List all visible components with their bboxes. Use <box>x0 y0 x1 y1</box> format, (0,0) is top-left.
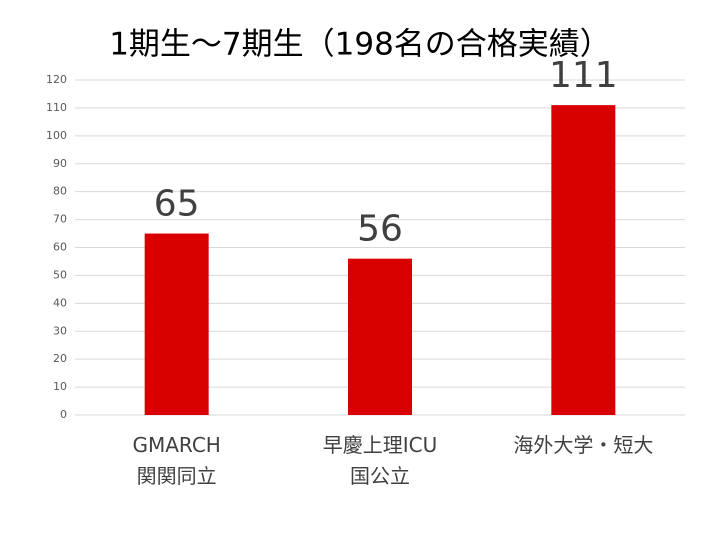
y-tick-label: 70 <box>53 213 67 226</box>
y-tick-label: 40 <box>53 296 67 309</box>
y-tick-label: 60 <box>53 241 67 254</box>
y-tick-label: 50 <box>53 268 67 281</box>
y-tick-label: 110 <box>46 101 67 114</box>
x-tick-label: 海外大学・短大 <box>513 433 654 457</box>
y-tick-label: 20 <box>53 352 67 365</box>
y-tick-label: 30 <box>53 324 67 337</box>
chart-title: 1期生～7期生（198名の合格実績） <box>109 27 611 63</box>
y-tick-label: 100 <box>46 129 67 142</box>
value-label: 111 <box>549 55 618 96</box>
bar <box>144 233 209 415</box>
y-tick-label: 80 <box>53 185 67 198</box>
y-tick-label: 10 <box>53 380 67 393</box>
y-tick-label: 120 <box>46 73 67 86</box>
x-tick-label: GMARCH 関関同立 <box>132 433 221 488</box>
bar <box>348 258 412 415</box>
bar <box>551 105 616 415</box>
value-label: 56 <box>357 209 403 250</box>
y-tick-label: 90 <box>53 157 67 170</box>
y-tick-label: 0 <box>60 408 67 421</box>
x-tick-label: 早慶上理ICU 国公立 <box>322 433 438 488</box>
value-label: 65 <box>154 184 200 225</box>
